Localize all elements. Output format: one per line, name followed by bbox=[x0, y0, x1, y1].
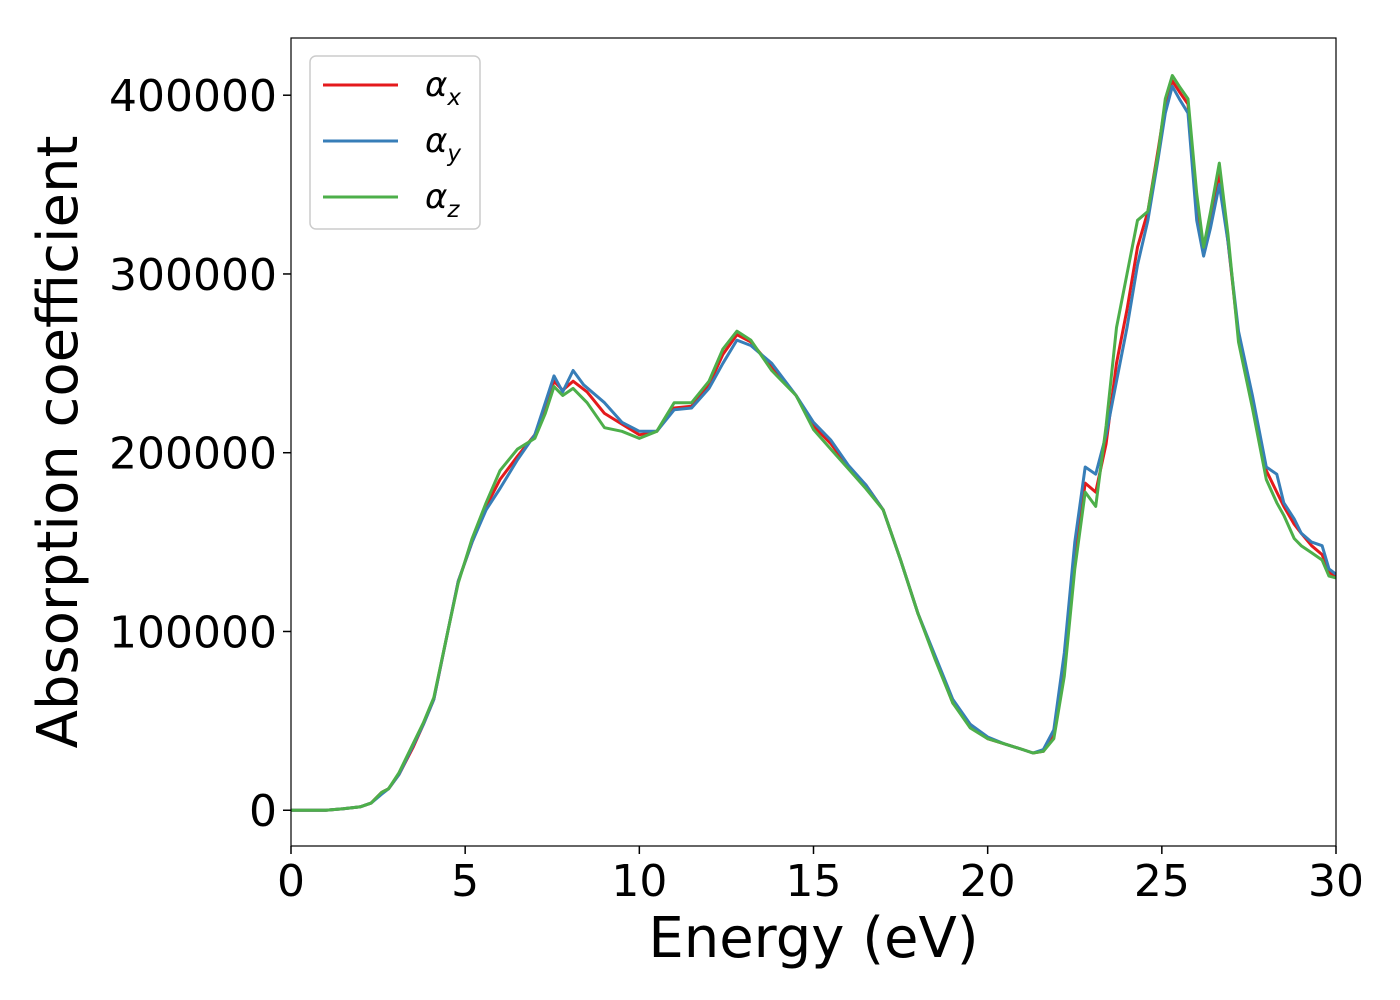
legend-label-x: αx bbox=[425, 65, 461, 111]
legend-label-subscript: y bbox=[446, 141, 461, 167]
legend-label-z: αz bbox=[425, 177, 460, 223]
legend-label-subscript: x bbox=[446, 85, 461, 111]
x-axis: 0 5 10 15 20 25 30 bbox=[277, 846, 1364, 907]
series-lines bbox=[291, 74, 1336, 812]
x-tick-label: 10 bbox=[611, 856, 667, 907]
y-tick-label: 400000 bbox=[109, 71, 277, 122]
x-tick-label: 15 bbox=[786, 856, 842, 907]
legend-label-subscript: z bbox=[446, 197, 460, 223]
x-axis-title: Energy (eV) bbox=[648, 906, 978, 971]
legend-label-main: α bbox=[425, 177, 447, 217]
y-tick-label: 200000 bbox=[109, 429, 277, 480]
y-axis-title: Absorption coefficient bbox=[26, 136, 91, 749]
legend-label-main: α bbox=[425, 65, 447, 105]
y-axis: 0 100000 200000 300000 400000 bbox=[109, 71, 291, 837]
x-tick-label: 0 bbox=[277, 856, 305, 907]
y-tick-label: 0 bbox=[249, 786, 277, 837]
series-line-z bbox=[291, 74, 1336, 812]
x-tick-label: 25 bbox=[1134, 856, 1190, 907]
legend-label-y: αy bbox=[425, 121, 461, 167]
x-tick-label: 5 bbox=[451, 856, 479, 907]
legend-label-main: α bbox=[425, 121, 447, 161]
x-tick-label: 20 bbox=[960, 856, 1016, 907]
y-tick-label: 300000 bbox=[109, 250, 277, 301]
x-tick-label: 30 bbox=[1308, 856, 1364, 907]
y-tick-label: 100000 bbox=[109, 607, 277, 658]
